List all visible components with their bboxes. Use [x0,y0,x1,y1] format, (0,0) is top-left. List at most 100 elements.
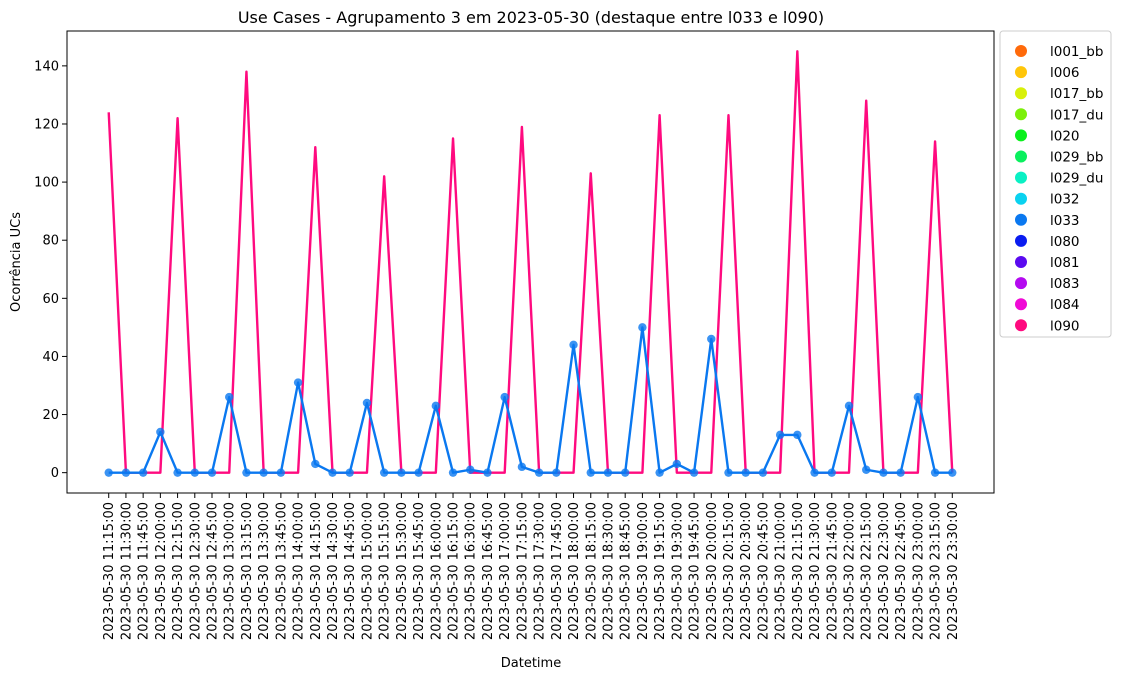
y-tick-label: 0 [51,466,59,481]
x-tick-label: 2023-05-30 21:15:00 [791,502,806,640]
legend-label-l029_bb: l029_bb [1050,150,1103,166]
legend-marker-l084 [1015,298,1027,311]
data-point-l033 [207,468,217,477]
data-point-l033 [534,468,544,477]
data-point-l033 [293,378,303,387]
x-tick-label: 2023-05-30 15:00:00 [360,502,375,640]
data-point-l033 [311,459,320,469]
data-point-l033 [724,468,733,477]
legend-marker-l020 [1015,129,1027,142]
data-point-l033 [397,468,406,477]
x-tick-label: 2023-05-30 18:15:00 [584,502,599,640]
series-layer [104,50,957,477]
x-tick-label: 2023-05-30 18:00:00 [567,502,582,640]
data-point-l033 [328,468,337,477]
data-point-l033 [689,468,699,477]
legend-marker-l081 [1015,256,1027,268]
data-point-l033 [448,468,458,477]
x-axis-title: Datetime [501,656,561,671]
x-tick-label: 2023-05-30 11:15:00 [102,502,117,640]
data-point-l033 [930,468,940,477]
data-point-l033 [586,468,595,477]
x-tick-label: 2023-05-30 15:45:00 [412,502,427,640]
legend-marker-l029_du [1015,171,1027,184]
legend-label-l006: l006 [1050,65,1080,81]
x-axis: 2023-05-30 11:15:00 2023-05-30 11:30:00 20… [102,493,961,640]
data-point-l033 [672,459,682,469]
y-tick-label: 140 [34,59,59,74]
x-tick-label: 2023-05-30 17:00:00 [498,502,513,640]
data-point-l033 [758,468,768,477]
legend-marker-l090 [1015,319,1027,332]
x-tick-label: 2023-05-30 16:15:00 [447,502,462,640]
data-point-l033 [104,468,113,477]
x-tick-label: 2023-05-30 15:30:00 [395,502,410,640]
x-tick-label: 2023-05-30 14:30:00 [326,502,341,640]
data-point-l033 [517,462,527,472]
legend-marker-l017_bb [1015,87,1027,100]
data-point-l033 [414,468,423,477]
x-tick-label: 2023-05-30 14:15:00 [309,502,324,640]
plot-area-frame [66,30,995,494]
x-tick-label: 2023-05-30 17:45:00 [550,502,565,640]
x-tick-label: 2023-05-30 23:00:00 [911,502,926,640]
data-point-l033 [466,465,475,474]
data-point-l033 [138,468,148,477]
data-point-l033 [603,468,613,477]
x-tick-label: 2023-05-30 14:00:00 [292,502,307,640]
data-point-l033 [225,392,234,402]
x-tick-label: 2023-05-30 17:15:00 [515,502,530,640]
x-tick-label: 2023-05-30 19:15:00 [653,502,668,640]
x-tick-label: 2023-05-30 12:00:00 [154,502,169,640]
data-point-l033 [707,334,716,344]
legend-label-l017_bb: l017_bb [1050,86,1103,102]
data-point-l033 [242,468,251,477]
data-point-l033 [810,468,819,477]
legend: l001_bb l006 l017_bb l017_du l020 l029_bb l029… [999,30,1112,338]
x-tick-label: 2023-05-30 18:30:00 [601,502,616,640]
data-point-l033 [896,468,905,477]
legend-label-l001_bb: l001_bb [1050,44,1103,60]
x-tick-label: 2023-05-30 15:15:00 [378,502,393,640]
legend-marker-l083 [1015,277,1027,290]
legend-label-l081: l081 [1050,255,1080,271]
x-tick-label: 2023-05-30 13:30:00 [257,502,272,640]
data-point-l033 [500,392,509,402]
x-tick-label: 2023-05-30 17:30:00 [533,502,548,640]
y-tick-label: 20 [42,408,59,423]
y-axis: 0 20 40 60 80 100 120 140 [34,59,67,481]
x-tick-label: 2023-05-30 11:30:00 [119,502,134,640]
legend-label-l029_du: l029_du [1050,171,1103,187]
x-tick-label: 2023-05-30 23:30:00 [946,502,961,640]
data-point-l033 [569,340,578,350]
legend-marker-l001_bb [1015,45,1027,57]
legend-marker-l032 [1015,192,1027,205]
x-tick-label: 2023-05-30 12:15:00 [171,502,186,640]
x-tick-label: 2023-05-30 19:30:00 [670,502,685,640]
data-point-l033 [156,427,165,437]
x-tick-label: 2023-05-30 20:00:00 [705,502,720,640]
x-tick-label: 2023-05-30 21:00:00 [774,502,789,640]
x-tick-label: 2023-05-30 13:00:00 [223,502,238,640]
x-tick-label: 2023-05-30 16:30:00 [464,502,479,640]
data-point-l033 [638,323,647,332]
x-tick-label: 2023-05-30 23:15:00 [929,502,944,640]
data-point-l033 [862,465,871,474]
x-tick-label: 2023-05-30 12:45:00 [206,502,221,640]
legend-label-l084: l084 [1050,297,1080,313]
data-point-l033 [620,468,630,477]
legend-label-l083: l083 [1050,276,1080,292]
data-point-l033 [276,468,286,477]
y-tick-label: 80 [42,234,59,249]
x-tick-label: 2023-05-30 19:45:00 [688,502,703,640]
x-tick-label: 2023-05-30 21:45:00 [825,502,840,640]
legend-label-l090: l090 [1050,318,1080,334]
y-tick-label: 100 [34,176,59,191]
series-line-l090 [107,50,954,474]
x-tick-label: 2023-05-30 20:45:00 [756,502,771,640]
data-point-l033 [552,468,561,477]
y-axis-title: Ocorrência UCs [9,212,24,312]
x-tick-label: 2023-05-30 22:30:00 [877,502,892,640]
legend-marker-l006 [1015,66,1027,79]
